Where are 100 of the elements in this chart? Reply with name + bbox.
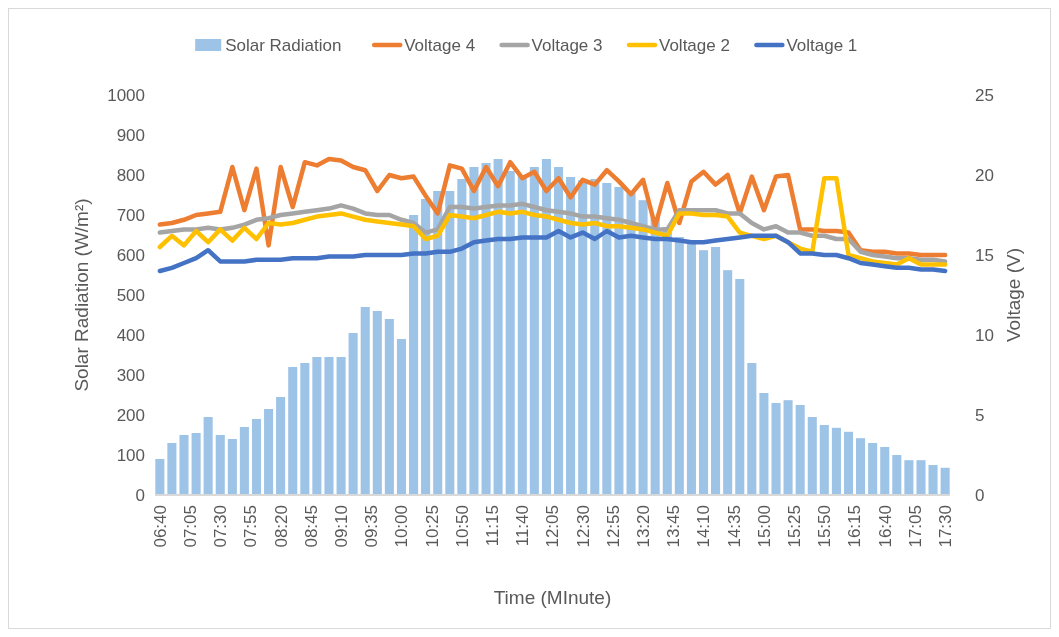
bar: [336, 357, 346, 495]
legend-label: Voltage 1: [786, 36, 858, 55]
y2-tick-label: 15: [975, 245, 994, 265]
y-tick-label: 600: [116, 245, 145, 265]
y2-tick-label: 5: [975, 405, 985, 425]
y-tick-label: 300: [116, 365, 145, 385]
bar: [203, 417, 213, 495]
bar: [179, 435, 189, 495]
legend-label: Voltage 3: [531, 36, 603, 55]
bar: [276, 397, 286, 495]
bar: [312, 357, 322, 495]
bar: [638, 200, 648, 495]
y-tick-label: 0: [135, 485, 145, 505]
bar: [191, 433, 201, 495]
x-tick-label: 07:55: [241, 505, 261, 548]
x-tick-label: 15:00: [754, 505, 774, 548]
bar: [940, 467, 950, 495]
bar: [372, 311, 382, 495]
bar: [916, 460, 926, 495]
bar: [215, 435, 225, 495]
bar: [807, 417, 817, 495]
bar: [167, 443, 177, 495]
bar: [711, 247, 721, 495]
bar: [360, 307, 370, 495]
x-tick-label: 12:30: [573, 505, 593, 548]
bar: [614, 187, 624, 495]
x-tick-label: 09:10: [332, 505, 352, 548]
bar: [759, 393, 769, 495]
bar: [505, 171, 515, 495]
x-tick-label: 14:35: [724, 505, 744, 548]
bar: [686, 243, 696, 495]
x-tick-label: 11:40: [513, 505, 533, 547]
x-tick-label: 15:25: [785, 505, 805, 548]
x-tick-label: 17:05: [905, 505, 925, 548]
bar: [324, 357, 334, 495]
bar: [747, 363, 757, 495]
x-tick-label: 16:40: [875, 505, 895, 548]
bar: [155, 459, 165, 495]
x-tick-label: 15:50: [815, 505, 835, 548]
x-tick-label: 14:10: [694, 505, 714, 548]
bar: [880, 447, 890, 495]
x-tick-label: 07:05: [180, 505, 200, 548]
bar: [517, 175, 527, 495]
x-tick-label: 17:30: [936, 505, 956, 548]
line-series: [157, 175, 948, 267]
y2-tick-label: 10: [975, 325, 994, 345]
bar: [288, 367, 298, 495]
y2-tick-label: 0: [975, 485, 985, 505]
x-tick-label: 10:00: [392, 505, 412, 548]
x-tick-label: 16:15: [845, 505, 865, 548]
x-tick-label: 11:15: [483, 505, 503, 547]
bar: [239, 427, 249, 495]
bar: [856, 438, 866, 495]
bar: [626, 193, 636, 495]
x-tick-label: 07:30: [211, 505, 231, 548]
y-tick-label: 1000: [107, 85, 145, 105]
line-series: [157, 228, 948, 274]
bar: [578, 180, 588, 495]
legend-label: Voltage 2: [659, 36, 730, 55]
x-tick-label: 13:45: [664, 505, 684, 548]
legend-label: Voltage 4: [404, 36, 476, 55]
y2-tick-label: 20: [975, 165, 994, 185]
bar: [650, 217, 660, 495]
bar: [843, 431, 854, 495]
y-tick-label: 500: [116, 285, 145, 305]
bar: [384, 319, 394, 495]
x-tick-label: 06:40: [150, 505, 170, 548]
bar: [396, 339, 406, 495]
bar: [566, 177, 576, 495]
y-tick-label: 200: [116, 405, 145, 425]
bar: [251, 419, 262, 495]
legend-label: Solar Radiation: [225, 36, 342, 55]
bar: [409, 215, 419, 495]
y-tick-label: 100: [116, 445, 145, 465]
x-tick-label: 12:55: [603, 505, 623, 548]
bar: [227, 439, 237, 495]
y2-tick-label: 25: [975, 85, 994, 105]
bar: [529, 167, 539, 495]
y-axis-title: Solar Radiation (W/m²): [71, 198, 92, 392]
bar: [928, 465, 938, 495]
bar: [590, 179, 600, 495]
bar: [300, 363, 310, 495]
bar: [264, 409, 274, 495]
bar: [771, 403, 781, 495]
bar: [554, 167, 564, 495]
line-series: [157, 201, 948, 264]
line-series: [157, 156, 948, 258]
bar: [892, 455, 902, 495]
bar: [699, 250, 709, 495]
y-tick-label: 700: [116, 205, 145, 225]
bar: [723, 270, 733, 495]
x-tick-label: 13:20: [634, 505, 654, 548]
bar: [868, 443, 878, 495]
bar: [348, 333, 358, 495]
y-tick-label: 900: [116, 125, 145, 145]
bar: [493, 159, 503, 495]
bar: [481, 163, 491, 495]
bar: [674, 237, 684, 495]
bar: [541, 159, 551, 495]
bar: [783, 400, 793, 495]
